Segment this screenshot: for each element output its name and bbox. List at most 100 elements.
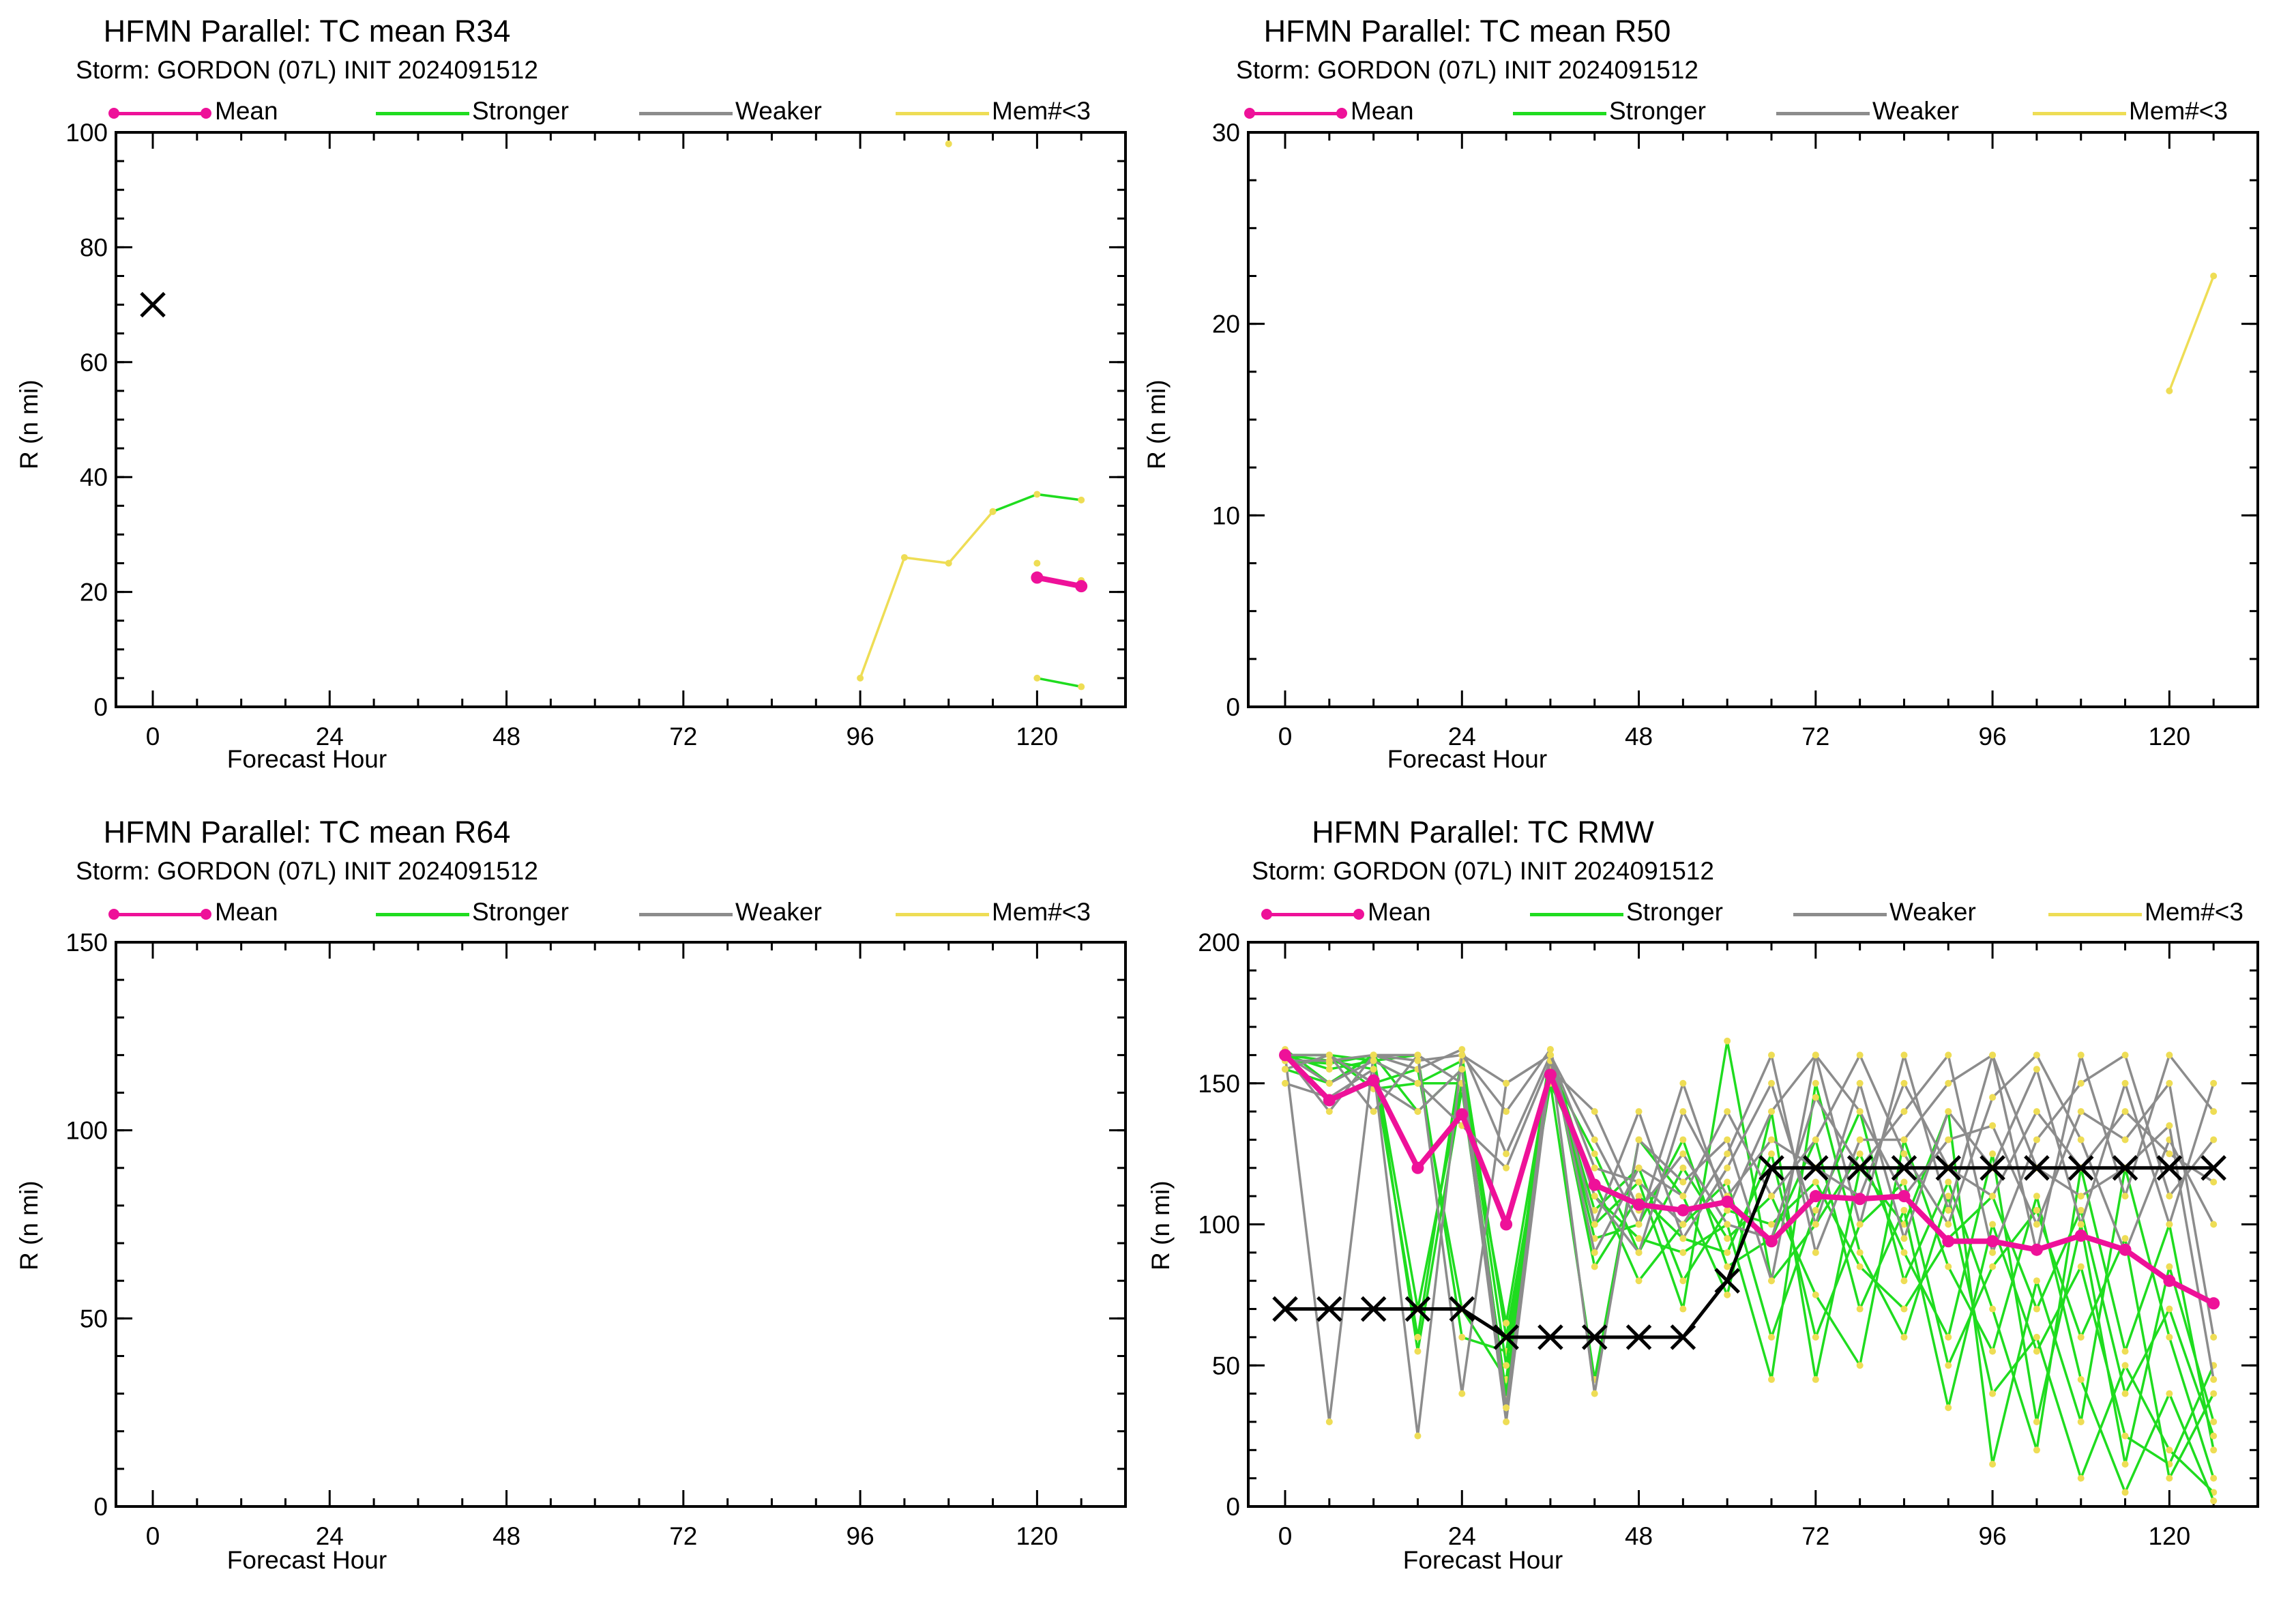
observed-marker bbox=[2067, 1155, 2094, 1181]
series-point-weaker bbox=[1945, 1051, 1952, 1059]
series-point-stronger bbox=[2166, 1446, 2173, 1454]
series-point-weaker bbox=[1945, 1136, 1952, 1144]
legend-weaker-line bbox=[1793, 913, 1887, 916]
series-point-weaker bbox=[1591, 1136, 1598, 1144]
x-axis-label: Forecast Hour bbox=[1402, 1546, 1563, 1574]
series-point-stronger bbox=[1679, 1249, 1687, 1256]
observed-marker bbox=[1803, 1155, 1829, 1181]
series-point-weaker bbox=[1989, 1094, 1997, 1101]
series-point-weaker bbox=[1546, 1046, 1554, 1053]
legend-mean-label: Mean bbox=[215, 97, 278, 125]
series-point-weaker bbox=[1724, 1221, 1731, 1228]
series-point-weaker bbox=[1282, 1079, 1289, 1087]
legend-mem-label: Mem#<3 bbox=[992, 898, 1091, 926]
series-point-stronger bbox=[1635, 1193, 1643, 1200]
series-point-stronger bbox=[2077, 1206, 2085, 1214]
x-tick-label: 96 bbox=[1979, 723, 2007, 751]
series-point-stronger bbox=[2033, 1348, 2040, 1355]
series-point-weaker bbox=[1370, 1057, 1377, 1064]
series-point-weaker bbox=[1414, 1057, 1422, 1064]
series-point-weaker bbox=[2033, 1136, 2040, 1144]
legend-mem-label: Mem#<3 bbox=[2129, 97, 2228, 125]
series-point-stronger bbox=[1591, 1150, 1598, 1158]
x-tick-label: 0 bbox=[146, 1522, 160, 1550]
series-point-weaker bbox=[1945, 1206, 1952, 1214]
x-axis-label: Forecast Hour bbox=[1387, 745, 1548, 773]
series-point-weaker bbox=[1856, 1221, 1864, 1228]
series-point-mean bbox=[1411, 1161, 1424, 1174]
series-point-stronger bbox=[1679, 1164, 1687, 1171]
series-point-stronger bbox=[1945, 1193, 1952, 1200]
series-point-stronger bbox=[1900, 1277, 1908, 1285]
series-point-stronger bbox=[1635, 1235, 1643, 1242]
y-tick-label: 60 bbox=[80, 349, 108, 377]
series-point-weaker bbox=[1724, 1206, 1731, 1214]
legend-mean-dot bbox=[1261, 909, 1272, 920]
series-point-stronger bbox=[1679, 1277, 1687, 1285]
observed-marker bbox=[1404, 1296, 1431, 1322]
series-point-stronger bbox=[989, 508, 997, 515]
x-tick-label: 48 bbox=[1625, 1522, 1653, 1550]
observed-marker bbox=[1581, 1324, 1608, 1350]
x-tick-label: 96 bbox=[1979, 1522, 2007, 1550]
chart-subtitle: Storm: GORDON (07L) INIT 2024091512 bbox=[1252, 857, 1714, 885]
legend-mean-line bbox=[113, 112, 206, 115]
series-point-weaker bbox=[1458, 1051, 1466, 1059]
series-point-weaker bbox=[2077, 1193, 2085, 1200]
series-point-weaker bbox=[1635, 1108, 1643, 1116]
legend-mem-line bbox=[896, 112, 989, 115]
series-point-stronger bbox=[2166, 1305, 2173, 1313]
observed-marker bbox=[1714, 1268, 1740, 1294]
legend-stronger-line bbox=[1530, 913, 1623, 916]
legend-mean-dot bbox=[1353, 909, 1364, 920]
series-point-stronger bbox=[1989, 1460, 1997, 1468]
series-point-mean bbox=[1588, 1178, 1601, 1191]
legend-stronger-line bbox=[376, 913, 469, 916]
series-point-weaker bbox=[1768, 1051, 1776, 1059]
legend-mem-line bbox=[2033, 112, 2126, 115]
series-point-stronger bbox=[1900, 1206, 1908, 1214]
series-point-weaker bbox=[1546, 1051, 1554, 1059]
series-point-mean bbox=[1279, 1049, 1292, 1062]
series-point-weaker bbox=[1370, 1108, 1377, 1116]
series-point-mean bbox=[1942, 1235, 1955, 1248]
series-point-weaker bbox=[1679, 1150, 1687, 1158]
series-point-weaker bbox=[1591, 1108, 1598, 1116]
series-point-stronger bbox=[1724, 1249, 1731, 1256]
series-point-weaker bbox=[1989, 1249, 1997, 1256]
series-point-mean bbox=[1544, 1068, 1557, 1081]
series-point-stronger bbox=[1768, 1150, 1776, 1158]
observed-marker bbox=[1758, 1155, 1784, 1181]
series-point-weaker bbox=[2077, 1108, 2085, 1116]
observed-marker bbox=[1537, 1324, 1563, 1350]
series-point-stronger bbox=[1724, 1178, 1731, 1186]
series-point-stronger bbox=[1078, 496, 1085, 504]
legend-stronger-line bbox=[1513, 112, 1606, 115]
y-tick-label: 0 bbox=[93, 693, 108, 721]
series-line-mem bbox=[859, 510, 994, 679]
series-point-stronger bbox=[1812, 1206, 1819, 1214]
series-point-weaker bbox=[1856, 1079, 1864, 1087]
series-point-weaker bbox=[1325, 1108, 1333, 1116]
series-point-stronger bbox=[1989, 1390, 1997, 1397]
legend-weaker-line bbox=[639, 913, 733, 916]
series-point-stronger bbox=[2033, 1305, 2040, 1313]
legend-stronger-label: Stronger bbox=[1626, 898, 1723, 926]
y-axis-label: R (n mi) bbox=[1143, 379, 1171, 469]
series-point-stronger bbox=[2077, 1418, 2085, 1425]
series-point-weaker bbox=[2210, 1375, 2218, 1383]
chart-panel-r50: HFMN Parallel: TC mean R50 Storm: GORDON… bbox=[1143, 0, 2296, 801]
x-axis-label: Forecast Hour bbox=[226, 745, 387, 773]
plot-frame bbox=[1247, 131, 2259, 708]
series-line-mem bbox=[2168, 275, 2215, 392]
series-point-weaker bbox=[1591, 1221, 1598, 1228]
series-point-stronger bbox=[1900, 1333, 1908, 1341]
series-point-stronger bbox=[2033, 1333, 2040, 1341]
legend-weaker-label: Weaker bbox=[735, 898, 822, 926]
series-point-weaker bbox=[1812, 1221, 1819, 1228]
series-point-mean bbox=[2030, 1243, 2043, 1256]
series-point-weaker bbox=[2033, 1066, 2040, 1073]
series-point-stronger bbox=[1856, 1362, 1864, 1369]
observed-marker bbox=[2112, 1155, 2138, 1181]
series-point-stronger bbox=[1033, 674, 1041, 682]
